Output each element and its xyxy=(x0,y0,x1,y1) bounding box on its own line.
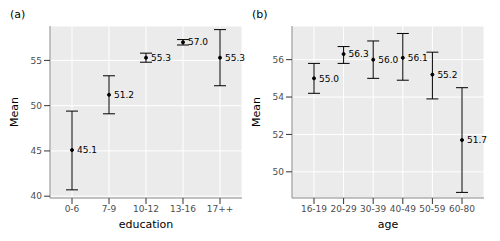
svg-text:40: 40 xyxy=(31,191,43,201)
svg-text:40-49: 40-49 xyxy=(390,204,416,214)
svg-text:56: 56 xyxy=(273,55,285,65)
svg-text:51.7: 51.7 xyxy=(467,135,487,145)
svg-text:50: 50 xyxy=(31,101,43,111)
svg-text:10-12: 10-12 xyxy=(133,204,159,214)
svg-text:51.2: 51.2 xyxy=(114,90,134,100)
svg-text:education: education xyxy=(119,218,174,231)
svg-text:7-9: 7-9 xyxy=(102,204,117,214)
svg-text:Mean: Mean xyxy=(8,97,21,127)
svg-text:57.0: 57.0 xyxy=(188,37,208,47)
svg-text:55.3: 55.3 xyxy=(151,53,171,63)
svg-text:56.3: 56.3 xyxy=(349,49,369,59)
html-text:(b): (b) xyxy=(252,8,268,21)
svg-text:55: 55 xyxy=(31,56,42,66)
svg-text:13-16: 13-16 xyxy=(170,204,196,214)
svg-text:60-80: 60-80 xyxy=(449,204,475,214)
svg-text:16-19: 16-19 xyxy=(301,204,327,214)
svg-text:55.0: 55.0 xyxy=(319,74,339,84)
svg-text:45.1: 45.1 xyxy=(77,145,97,155)
svg-text:50-59: 50-59 xyxy=(419,204,445,214)
svg-text:45: 45 xyxy=(31,146,42,156)
svg-text:55.3: 55.3 xyxy=(225,53,245,63)
svg-text:0-6: 0-6 xyxy=(65,204,80,214)
svg-text:54: 54 xyxy=(273,92,285,102)
svg-text:20-29: 20-29 xyxy=(331,204,357,214)
svg-text:Mean: Mean xyxy=(250,97,263,127)
svg-text:55.2: 55.2 xyxy=(437,70,457,80)
svg-text:age: age xyxy=(378,218,399,231)
svg-text:50: 50 xyxy=(273,167,285,177)
svg-text:17++: 17++ xyxy=(207,204,234,214)
svg-text:52: 52 xyxy=(273,130,284,140)
svg-text:56.0: 56.0 xyxy=(378,55,398,65)
svg-text:30-39: 30-39 xyxy=(360,204,386,214)
svg-text:56.1: 56.1 xyxy=(408,53,428,63)
html-text:(a): (a) xyxy=(10,8,26,21)
